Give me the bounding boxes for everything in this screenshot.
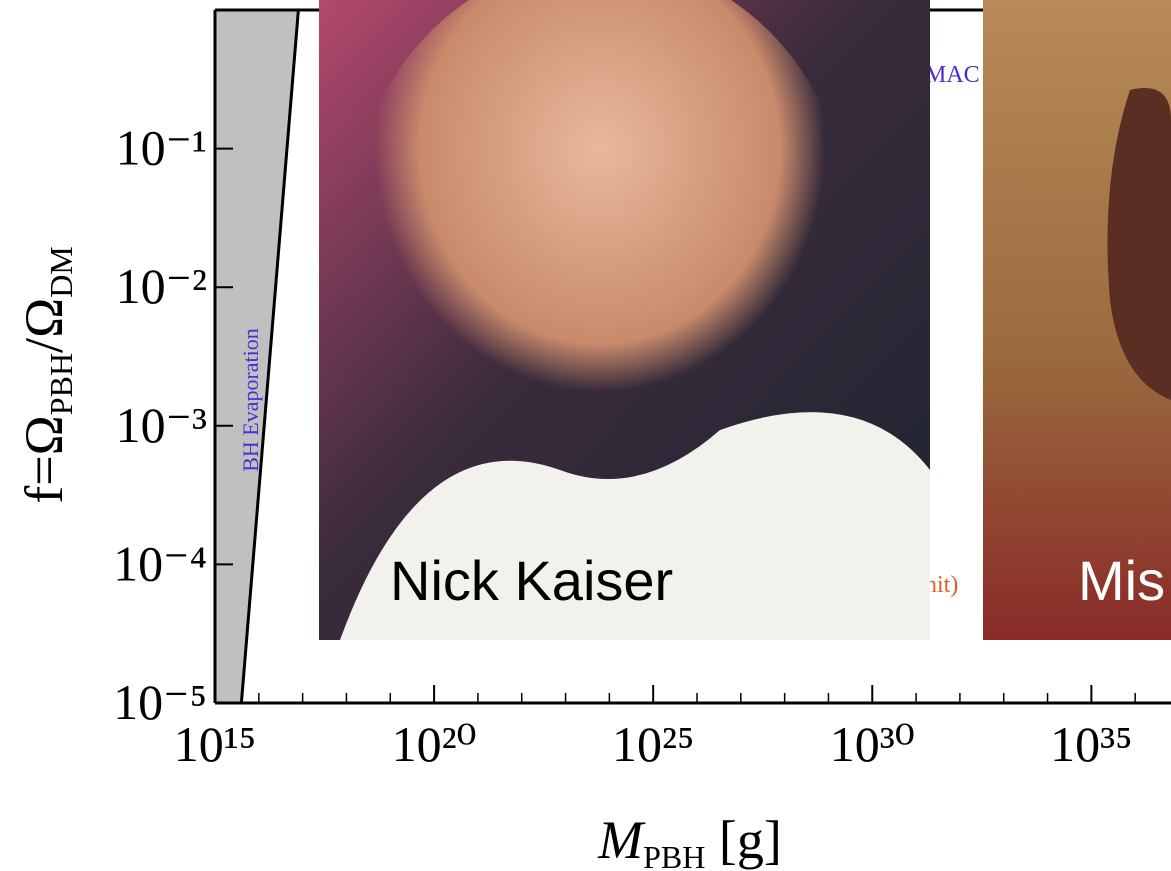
- x-tick-label: 10²⁰: [392, 716, 477, 772]
- slide: BH EvaporationMACnit)10¹⁵10²⁰10²⁵10³⁰10³…: [0, 0, 1171, 871]
- y-axis-label-part: /Ω: [14, 298, 74, 353]
- y-tick-label: 10⁻²: [116, 258, 207, 314]
- y-tick-label: 10⁻¹: [116, 120, 207, 176]
- y-tick-label: 10⁻³: [116, 397, 207, 453]
- y-tick-label: 10⁻⁴: [113, 535, 207, 591]
- photo-caption: Nick Kaiser: [390, 549, 673, 612]
- x-tick-label: 10³⁵: [1050, 716, 1132, 772]
- photo-caption: Mis: [1078, 549, 1165, 612]
- y-tick-label: 10⁻⁵: [113, 674, 207, 730]
- x-axis-label-part: M: [597, 810, 646, 870]
- x-axis-label-part: PBH: [643, 839, 705, 871]
- annotation: MAC: [925, 62, 980, 88]
- x-axis-label-part: [g]: [705, 810, 781, 870]
- photos: Nick Kaiser Mis: [319, 0, 1171, 640]
- series-label: BH Evaporation: [238, 328, 263, 472]
- y-axis-label-part: DM: [43, 246, 79, 298]
- x-tick-label: 10²⁵: [612, 716, 694, 772]
- x-tick-label: 10³⁰: [830, 716, 915, 772]
- y-axis-label-part: PBH: [43, 353, 79, 415]
- x-axis-label: MPBH [g]: [597, 810, 782, 871]
- y-axis-label-part: f=Ω: [14, 415, 74, 504]
- y-axis-label: f=ΩPBH/ΩDM: [14, 246, 79, 504]
